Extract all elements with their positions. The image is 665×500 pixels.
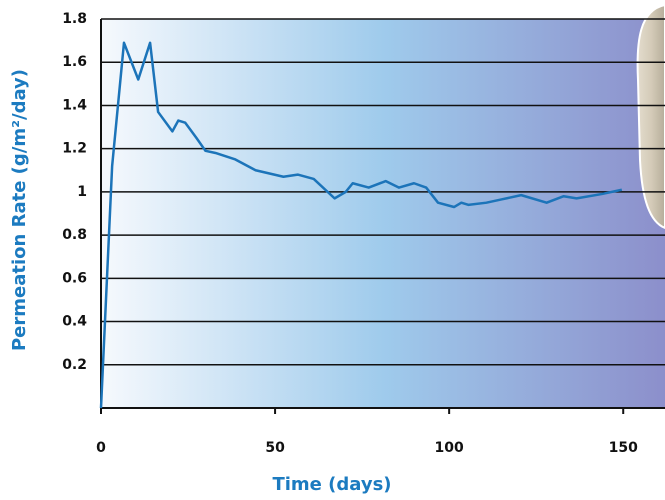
y-tick-label: 0.2 — [62, 357, 87, 373]
plot-background — [101, 19, 665, 408]
y-tick-label: 1.8 — [62, 11, 87, 27]
y-tick-label: 1.6 — [62, 54, 87, 70]
y-axis-title: Permeation Rate (g/m²/day) — [9, 69, 30, 351]
x-tick-label: 150 — [609, 440, 638, 456]
x-axis-title: Time (days) — [272, 474, 391, 495]
y-tick-label: 1 — [77, 184, 87, 200]
x-tick-label: 0 — [96, 440, 106, 456]
y-tick-label: 1.2 — [62, 141, 87, 157]
x-tick-label: 100 — [435, 440, 464, 456]
x-tick-label: 50 — [265, 440, 285, 456]
chart: Time (days) Permeation Rate (g/m²/day) 0… — [0, 0, 665, 500]
y-tick-label: 0.6 — [62, 270, 87, 286]
y-tick-label: 0.4 — [62, 314, 87, 330]
y-tick-label: 1.4 — [62, 97, 87, 113]
y-tick-label: 0.8 — [62, 227, 87, 243]
